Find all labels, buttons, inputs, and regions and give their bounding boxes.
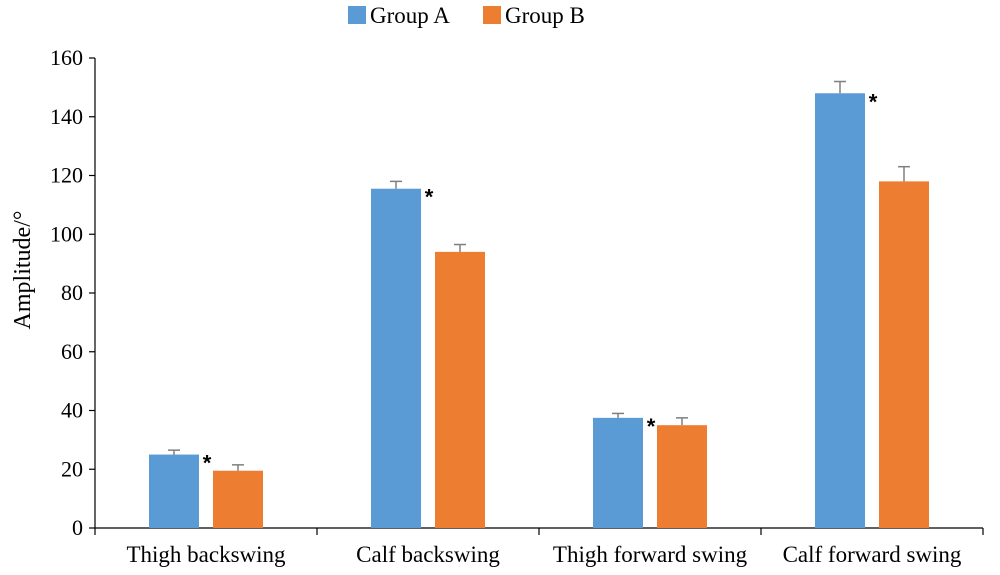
bar-group-a — [149, 454, 199, 528]
x-tick-label: Thigh backswing — [126, 542, 286, 567]
bar-group-a — [815, 93, 865, 528]
y-tick-label: 60 — [61, 339, 83, 364]
bar-group-b — [657, 425, 707, 528]
y-tick-label: 140 — [50, 104, 83, 129]
bars: * * * * — [149, 80, 929, 528]
significance-marker: * — [869, 89, 878, 114]
legend: Group A Group B — [348, 3, 585, 28]
legend-label: Group B — [505, 3, 585, 28]
significance-marker: * — [425, 185, 434, 210]
y-axis-label: Amplitude/° — [10, 211, 36, 330]
legend-swatch — [348, 6, 366, 24]
significance-marker: * — [203, 451, 212, 476]
bar-group-b — [879, 181, 929, 528]
y-tick-label: 120 — [50, 163, 83, 188]
bar-group-a — [593, 417, 643, 528]
y-tick-label: 100 — [50, 221, 83, 246]
bar-group-b — [213, 470, 263, 528]
bar-group-b — [435, 251, 485, 528]
x-tick-label: Calf forward swing — [783, 542, 962, 567]
y-tick-label: 40 — [61, 398, 83, 423]
legend-label: Group A — [370, 3, 450, 28]
bar-group-a — [371, 188, 421, 528]
x-axis: Thigh backswing Calf backswing Thigh forwa… — [94, 527, 984, 567]
significance-marker: * — [647, 414, 656, 439]
x-tick-label: Thigh forward swing — [553, 542, 748, 567]
legend-swatch — [483, 6, 501, 24]
y-axis: 0 20 40 60 80 100 120 140 160 — [50, 45, 96, 540]
y-tick-label: 160 — [50, 45, 83, 70]
y-tick-label: 0 — [72, 515, 83, 540]
y-tick-label: 20 — [61, 456, 83, 481]
x-tick-label: Calf backswing — [356, 542, 500, 567]
y-tick-label: 80 — [61, 280, 83, 305]
